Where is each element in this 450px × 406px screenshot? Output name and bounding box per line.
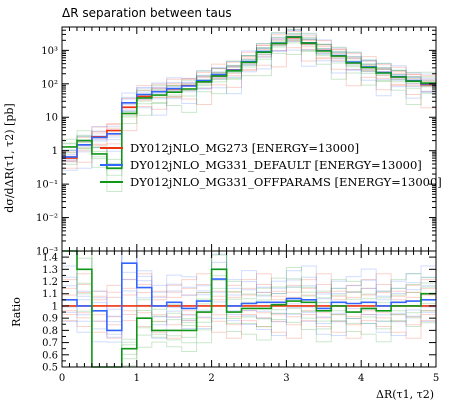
main-variation-line [62, 26, 436, 148]
ratio-variation-line [62, 292, 436, 301]
ratio-series-line-2 [62, 250, 436, 368]
ratio-variation-line [62, 271, 436, 335]
main-series-line-1 [62, 36, 436, 158]
main-variation-line [62, 39, 436, 171]
legend-entry: DY012jNLO_MG273 [ENERGY=13000] [130, 141, 359, 155]
uncertainty-bands [62, 26, 436, 368]
main-variation-line [62, 33, 436, 155]
legend: DY012jNLO_MG273 [ENERGY=13000] DY012jNLO_… [100, 141, 442, 189]
main-variation-line [62, 29, 436, 151]
ratio-variation-line [62, 310, 436, 318]
x-tick-label: 4 [358, 373, 364, 384]
main-variation-line [62, 39, 436, 161]
main-y-tick-label: 1 [52, 146, 58, 157]
main-y-tick-label: 10⁻³ [36, 247, 58, 258]
ratio-ylabel: Ratio [10, 297, 23, 327]
main-variation-line [62, 39, 436, 161]
ratio-variation-line [62, 273, 436, 292]
ratio-variation-line [62, 320, 436, 339]
chart-title: ΔR separation between taus [62, 6, 232, 20]
ratio-y-tick-label: 1.4 [42, 253, 58, 264]
legend-entry: DY012jNLO_MG331_DEFAULT [ENERGY=13000] [130, 158, 422, 172]
ratio-y-tick-label: 1.1 [42, 289, 58, 300]
ratio-y-tick-label: 1 [52, 301, 58, 312]
main-variation-line [62, 49, 436, 171]
ratio-variation-line [62, 250, 436, 310]
ratio-y-tick-label: 0.6 [42, 350, 58, 361]
main-series-line-2 [62, 36, 436, 169]
ratio-y-tick-label: 0.9 [42, 314, 58, 325]
main-variation-line [62, 42, 436, 176]
legend-entry: DY012jNLO_MG331_OFFPARAMS [ENERGY=13000] [130, 175, 442, 189]
main-y-tick-label: 10⁻² [36, 213, 58, 224]
main-variation-line [62, 35, 436, 157]
ratio-y-tick-label: 0.7 [42, 338, 58, 349]
x-tick-label: 1 [134, 373, 140, 384]
main-variation-line [62, 29, 436, 152]
ratio-series-line-1 [62, 262, 436, 332]
ratio-series [62, 250, 436, 368]
main-variation-line [62, 47, 436, 169]
ratio-y-tick-label: 0.5 [42, 363, 58, 374]
main-variation-line [62, 33, 436, 166]
ratio-y-tick-label: 1.3 [42, 265, 58, 276]
main-y-tick-label: 10 [45, 113, 58, 124]
main-y-tick-label: 10⁻¹ [36, 180, 58, 191]
main-y-tick-label: 10² [41, 79, 58, 90]
main-series [62, 36, 436, 169]
ratio-variation-line [62, 314, 436, 326]
main-plot-frame [61, 26, 437, 252]
ratio-variation-line [62, 278, 436, 338]
x-tick-label: 2 [208, 373, 214, 384]
ratio-y-tick-label: 0.8 [42, 326, 58, 337]
ratio-y-tick-label: 1.2 [42, 277, 58, 288]
ratio-variation-line [62, 250, 436, 368]
x-tick-label: 5 [433, 373, 439, 384]
main-ylabel: dσ/dΔR(τ1, τ2) [pb] [3, 103, 16, 212]
ratio-variation-line [62, 284, 436, 297]
ratio-variation-line [62, 250, 436, 368]
x-tick-label: 3 [283, 373, 289, 384]
x-axis-label: ΔR(τ1, τ2) [376, 388, 434, 401]
main-variation-line [62, 40, 436, 163]
ticks: 10⁻³ 10⁻² 10⁻¹ 1 10 10² 10³ 0 1 2 3 4 5 0.5 0.60.70.80… [36, 26, 439, 384]
main-y-tick-label: 10³ [41, 46, 58, 57]
x-tick-label: 0 [59, 373, 65, 384]
